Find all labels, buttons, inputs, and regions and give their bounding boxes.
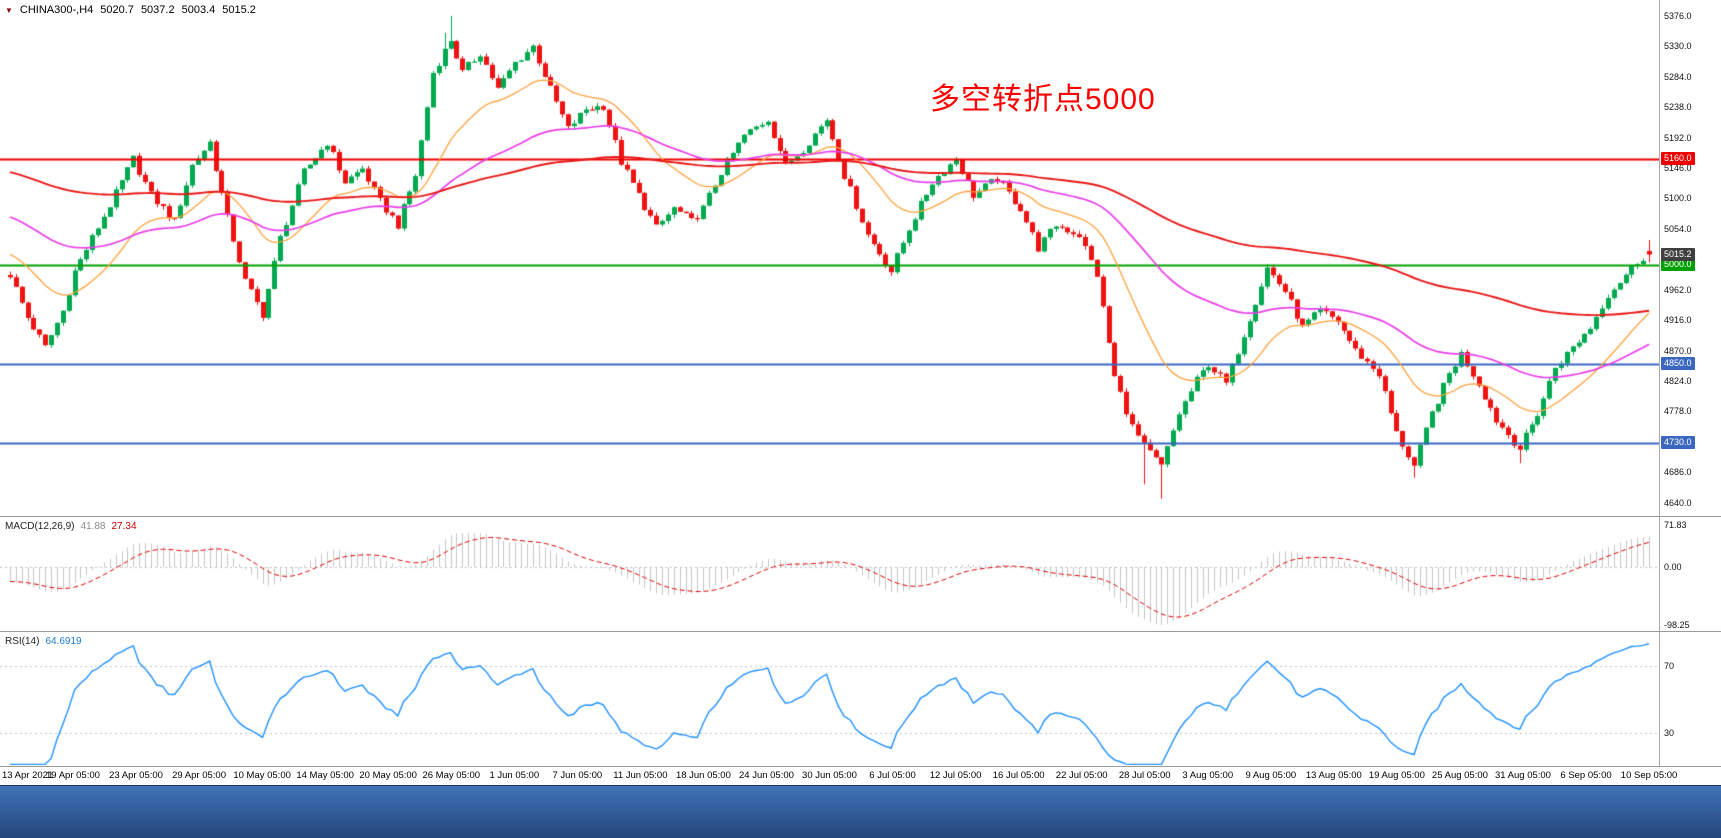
time-axis-label: 9 Aug 05:00 <box>1245 770 1296 781</box>
rsi-axis[interactable]: 70 30 <box>1659 632 1721 766</box>
time-axis-label: 10 Sep 05:00 <box>1621 770 1678 781</box>
macd-axis-tick: 0.00 <box>1664 562 1682 572</box>
time-axis-label: 10 May 05:00 <box>233 770 291 781</box>
chart-info-line: ▼ CHINA300-,H4 5020.7 5037.2 5003.4 5015… <box>5 4 256 16</box>
time-axis-label: 30 Jun 05:00 <box>802 770 857 781</box>
rsi-panel: RSI(14) 64.6919 70 30 <box>0 632 1721 767</box>
price-tick: 5376.0 <box>1664 11 1692 21</box>
time-axis[interactable]: 13 Apr 202119 Apr 05:0023 Apr 05:0029 Ap… <box>0 767 1721 785</box>
time-axis-label: 1 Jun 05:00 <box>489 770 539 781</box>
time-axis-label: 25 Aug 05:00 <box>1432 770 1488 781</box>
rsi-header: RSI(14) 64.6919 <box>5 636 82 647</box>
price-tick: 5284.0 <box>1664 72 1692 82</box>
time-axis-label: 24 Jun 05:00 <box>739 770 794 781</box>
macd-canvas[interactable] <box>0 517 1659 631</box>
time-axis-label: 23 Apr 05:00 <box>109 770 163 781</box>
time-axis-label: 14 May 05:00 <box>296 770 354 781</box>
time-axis-label: 29 Apr 05:00 <box>172 770 226 781</box>
macd-axis-tick: -98.25 <box>1664 620 1690 630</box>
price-tick: 4870.0 <box>1664 346 1692 356</box>
time-axis-label: 20 May 05:00 <box>359 770 417 781</box>
macd-axis-tick: 71.83 <box>1664 520 1687 530</box>
rsi-canvas[interactable] <box>0 632 1659 766</box>
rsi-value: 64.6919 <box>45 636 81 647</box>
mt4-chart-window: ▼ CHINA300-,H4 5020.7 5037.2 5003.4 5015… <box>0 0 1721 838</box>
price-tick: 5192.0 <box>1664 133 1692 143</box>
macd-name: MACD(12,26,9) <box>5 521 74 532</box>
price-tick: 4640.0 <box>1664 498 1692 508</box>
ohlc-low: 5003.4 <box>182 4 216 16</box>
macd-main-value: 41.88 <box>80 521 105 532</box>
rsi-axis-tick: 70 <box>1664 661 1674 671</box>
macd-panel: MACD(12,26,9) 41.88 27.34 71.83 0.00 -98.2… <box>0 517 1721 632</box>
taskbar[interactable] <box>0 785 1721 838</box>
price-tick: 4686.0 <box>1664 467 1692 477</box>
current-price-badge: 5015.2 <box>1661 248 1695 261</box>
price-level-badge: 5160.0 <box>1661 152 1695 165</box>
time-axis-label: 7 Jun 05:00 <box>552 770 602 781</box>
rsi-axis-tick: 30 <box>1664 728 1674 738</box>
price-tick: 4824.0 <box>1664 376 1692 386</box>
time-axis-label: 28 Jul 05:00 <box>1119 770 1171 781</box>
symbol-dropdown-icon[interactable]: ▼ <box>5 6 13 15</box>
main-chart-panel: ▼ CHINA300-,H4 5020.7 5037.2 5003.4 5015… <box>0 0 1721 517</box>
macd-axis[interactable]: 71.83 0.00 -98.25 <box>1659 517 1721 631</box>
price-tick: 4962.0 <box>1664 285 1692 295</box>
macd-header: MACD(12,26,9) 41.88 27.34 <box>5 521 137 532</box>
time-axis-label: 26 May 05:00 <box>422 770 480 781</box>
symbol-timeframe-label: CHINA300-,H4 <box>20 4 93 16</box>
ohlc-high: 5037.2 <box>141 4 175 16</box>
time-axis-label: 6 Jul 05:00 <box>869 770 915 781</box>
annotation-text: 多空转折点5000 <box>930 74 1156 118</box>
price-tick: 4916.0 <box>1664 315 1692 325</box>
time-axis-label: 11 Jun 05:00 <box>613 770 667 781</box>
price-tick: 5054.0 <box>1664 224 1692 234</box>
main-chart-canvas[interactable] <box>0 0 1659 516</box>
time-axis-label: 16 Jul 05:00 <box>993 770 1045 781</box>
price-axis[interactable]: 5376.05330.05284.05238.05192.05146.05100… <box>1659 0 1721 516</box>
time-axis-label: 19 Apr 05:00 <box>46 770 100 781</box>
ohlc-close: 5015.2 <box>222 4 256 16</box>
time-axis-label: 18 Jun 05:00 <box>676 770 731 781</box>
price-level-badge: 4850.0 <box>1661 357 1695 370</box>
price-tick: 5100.0 <box>1664 193 1692 203</box>
time-axis-label: 6 Sep 05:00 <box>1560 770 1611 781</box>
price-level-badge: 4730.0 <box>1661 436 1695 449</box>
time-axis-label: 12 Jul 05:00 <box>930 770 982 781</box>
time-axis-label: 13 Aug 05:00 <box>1306 770 1362 781</box>
rsi-name: RSI(14) <box>5 636 39 647</box>
time-axis-label: 19 Aug 05:00 <box>1369 770 1425 781</box>
price-tick: 5330.0 <box>1664 41 1692 51</box>
time-axis-label: 3 Aug 05:00 <box>1182 770 1233 781</box>
macd-signal-value: 27.34 <box>112 521 137 532</box>
ohlc-open: 5020.7 <box>100 4 134 16</box>
time-axis-label: 22 Jul 05:00 <box>1056 770 1108 781</box>
price-tick: 4778.0 <box>1664 406 1692 416</box>
time-axis-label: 31 Aug 05:00 <box>1495 770 1551 781</box>
price-tick: 5238.0 <box>1664 102 1692 112</box>
